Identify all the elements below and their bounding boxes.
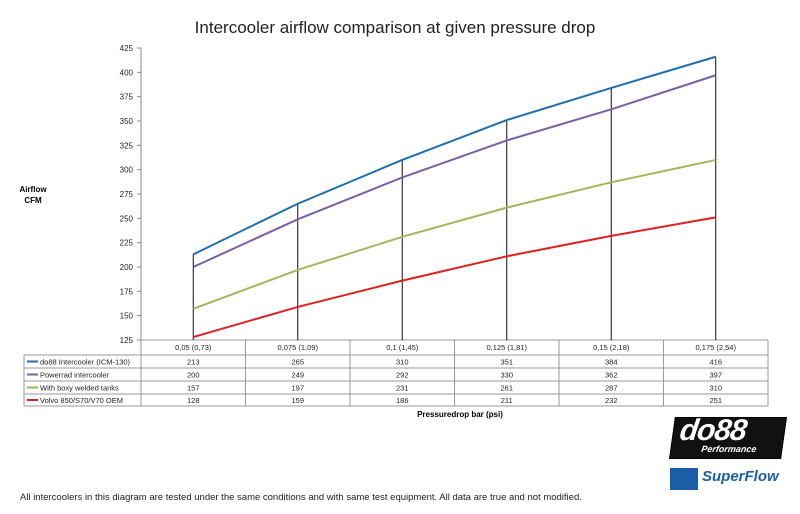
table-cell: 310	[709, 384, 722, 393]
legend-label: do88 Intercooler (ICM-130)	[40, 358, 131, 367]
series-line-1	[192, 74, 717, 268]
table-cell: 330	[500, 371, 513, 380]
x-tick-label: 0,1 (1,45)	[386, 343, 419, 352]
table-cell: 251	[709, 396, 722, 405]
table-cell: 397	[709, 371, 722, 380]
table-cell: 128	[187, 396, 200, 405]
table-cell: 157	[187, 384, 200, 393]
table-cell: 292	[396, 371, 409, 380]
y-tick-label: 175	[120, 287, 134, 296]
x-tick-label: 0,125 (1,81)	[487, 343, 528, 352]
table-cell: 186	[396, 396, 409, 405]
x-tick-label: 0,05 (0,73)	[175, 343, 212, 352]
table-cell: 197	[291, 384, 304, 393]
series-line-3	[192, 216, 716, 339]
table-cell: 231	[396, 384, 409, 393]
y-tick-label: 325	[120, 141, 134, 150]
superflow-mark-icon	[670, 468, 698, 490]
y-axis-label: Airflow CFM	[14, 184, 52, 206]
table-cell: 261	[500, 384, 513, 393]
superflow-logo: SuperFlow	[670, 468, 790, 492]
y-tick-label: 350	[120, 117, 134, 126]
y-tick-label: 300	[120, 166, 134, 175]
y-label-line2: CFM	[24, 196, 42, 205]
y-tick-label: 375	[120, 93, 134, 102]
table-cell: 213	[187, 358, 200, 367]
legend-label: With boxy welded tanks	[40, 384, 119, 393]
table-cell: 310	[396, 358, 409, 367]
x-tick-label: 0,15 (2,18)	[593, 343, 630, 352]
table-cell: 416	[709, 358, 722, 367]
table-cell: 200	[187, 371, 200, 380]
y-tick-label: 400	[120, 68, 134, 77]
chart-title: Intercooler airflow comparison at given …	[194, 18, 596, 37]
y-tick-label: 225	[120, 239, 134, 248]
footnote: All intercoolers in this diagram are tes…	[20, 492, 582, 503]
series-line-2	[192, 158, 716, 310]
y-tick-label: 150	[120, 312, 134, 321]
table-cell: 287	[605, 384, 618, 393]
series-line-0	[192, 55, 717, 256]
table-cell: 351	[500, 358, 513, 367]
x-tick-label: 0,175 (2,54)	[696, 343, 737, 352]
y-tick-label: 275	[120, 190, 134, 199]
x-tick-label: 0,075 (1,09)	[278, 343, 319, 352]
y-tick-label: 425	[120, 44, 134, 53]
legend-label: Powerrad intercooler	[40, 371, 110, 380]
y-tick-label: 250	[120, 214, 134, 223]
table-cell: 249	[291, 371, 304, 380]
table-cell: 159	[291, 396, 304, 405]
do88-logo: do88 Performance	[669, 414, 787, 459]
table-cell: 265	[291, 358, 304, 367]
y-tick-label: 200	[120, 263, 134, 272]
x-axis-label: Pressuredrop bar (psi)	[417, 410, 503, 419]
table-cell: 384	[605, 358, 618, 367]
table-cell: 211	[501, 396, 513, 405]
table-cell: 232	[605, 396, 618, 405]
y-label-line1: Airflow	[19, 185, 47, 194]
legend-label: Volvo 850/S70/V70 OEM	[40, 396, 123, 405]
y-tick-label: 125	[120, 336, 134, 345]
table-cell: 362	[605, 371, 618, 380]
